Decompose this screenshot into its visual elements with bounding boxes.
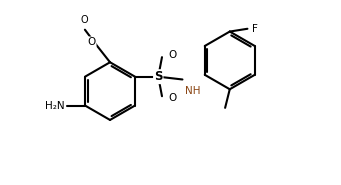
Text: S: S (154, 70, 163, 83)
Text: NH: NH (185, 85, 201, 95)
Text: O: O (168, 93, 176, 103)
Text: F: F (252, 24, 258, 34)
Text: H₂N: H₂N (45, 100, 65, 110)
Text: O: O (88, 37, 96, 47)
Text: O: O (80, 15, 88, 25)
Text: O: O (168, 50, 176, 60)
